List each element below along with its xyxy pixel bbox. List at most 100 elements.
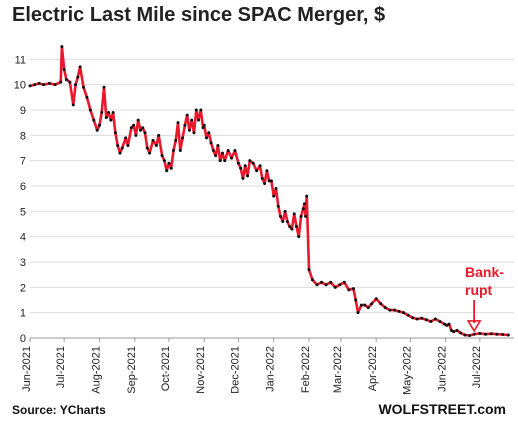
data-point <box>97 123 101 127</box>
data-point <box>472 332 476 336</box>
data-point <box>489 332 493 336</box>
data-point <box>281 219 285 223</box>
data-point <box>248 159 252 163</box>
data-point <box>279 214 283 218</box>
data-point <box>60 45 64 49</box>
y-tick-label: 7 <box>20 156 26 168</box>
x-axis-ticks: Jun-2021 Jul-2021 Aug-2021 Sep-2021 Oct-2021… <box>21 338 483 395</box>
data-point <box>202 123 206 127</box>
data-point <box>297 235 301 239</box>
x-tick-label: Oct-2021 <box>160 346 172 391</box>
y-tick-label: 0 <box>20 333 26 345</box>
data-point <box>402 311 406 315</box>
data-point <box>207 131 211 135</box>
data-point <box>463 333 467 337</box>
data-point <box>338 283 342 287</box>
brand-watermark: WOLFSTREET.com <box>378 401 506 417</box>
x-tick-label: Feb-2022 <box>300 346 312 393</box>
data-point <box>288 225 292 229</box>
data-point <box>305 194 309 198</box>
data-point <box>216 143 220 147</box>
data-point <box>299 214 303 218</box>
x-tick-label: May-2022 <box>401 346 413 395</box>
data-point <box>187 128 191 132</box>
data-point <box>199 108 203 112</box>
data-point <box>241 176 245 180</box>
data-point <box>294 225 298 229</box>
data-point <box>347 288 351 292</box>
data-point <box>92 118 96 122</box>
data-point <box>274 187 278 191</box>
data-point <box>397 309 401 313</box>
data-point <box>374 297 378 301</box>
y-axis-ticks: 0 1 2 3 4 5 6 7 8 9 10 11 <box>14 54 26 345</box>
data-point <box>157 133 161 137</box>
data-point <box>111 111 115 115</box>
data-point <box>506 333 510 337</box>
data-point <box>478 331 482 335</box>
data-point <box>258 164 262 168</box>
data-point <box>363 303 367 307</box>
data-point <box>420 316 424 320</box>
data-point <box>333 285 337 289</box>
data-point <box>220 151 224 155</box>
data-point <box>236 161 240 165</box>
data-point <box>359 303 363 307</box>
data-point <box>292 212 296 216</box>
data-point <box>383 306 387 310</box>
x-tick-label: Sep-2021 <box>126 346 138 394</box>
data-point <box>85 95 89 99</box>
data-point <box>167 161 171 165</box>
data-point <box>388 308 392 312</box>
data-point <box>190 118 194 122</box>
x-tick-label: Jun-2021 <box>21 346 33 392</box>
data-point <box>211 149 215 153</box>
x-tick-label: Nov-2021 <box>195 346 207 394</box>
data-point <box>329 280 333 284</box>
data-point <box>145 146 149 150</box>
data-point <box>201 126 205 130</box>
data-point <box>28 84 32 88</box>
data-point <box>160 154 164 158</box>
data-point <box>243 164 247 168</box>
data-point <box>246 174 250 178</box>
data-point <box>379 302 383 306</box>
data-point <box>154 143 158 147</box>
bankrupt-annotation-arrow <box>466 300 482 333</box>
data-point <box>484 332 488 336</box>
data-point <box>272 194 276 198</box>
data-point <box>424 318 428 322</box>
data-point <box>192 131 196 135</box>
data-point <box>126 143 130 147</box>
data-point <box>59 80 63 84</box>
data-point <box>197 118 201 122</box>
data-point <box>255 169 259 173</box>
data-point <box>165 169 169 173</box>
source-note: Source: YCharts <box>12 403 106 417</box>
data-point <box>354 298 358 302</box>
data-point <box>82 85 86 89</box>
data-point <box>53 83 57 87</box>
data-point <box>78 65 82 69</box>
data-point <box>458 331 462 335</box>
data-point <box>136 118 140 122</box>
data-point <box>181 136 185 140</box>
annotation-arrow-head <box>466 320 482 333</box>
data-point <box>351 287 355 291</box>
data-point <box>218 159 222 163</box>
chart-title: Electric Last Mile since SPAC Merger, $ <box>12 4 386 26</box>
data-point <box>151 138 155 142</box>
y-tick-label: 1 <box>20 308 26 320</box>
x-tick-label: Mar-2022 <box>332 346 344 393</box>
data-point <box>62 67 66 71</box>
data-point <box>171 149 175 153</box>
data-point <box>411 316 415 320</box>
data-point <box>452 330 456 334</box>
data-point <box>501 332 505 336</box>
data-point <box>307 268 311 272</box>
data-point <box>233 149 237 153</box>
data-point <box>447 322 451 326</box>
data-point <box>276 204 280 208</box>
data-point <box>269 179 273 183</box>
